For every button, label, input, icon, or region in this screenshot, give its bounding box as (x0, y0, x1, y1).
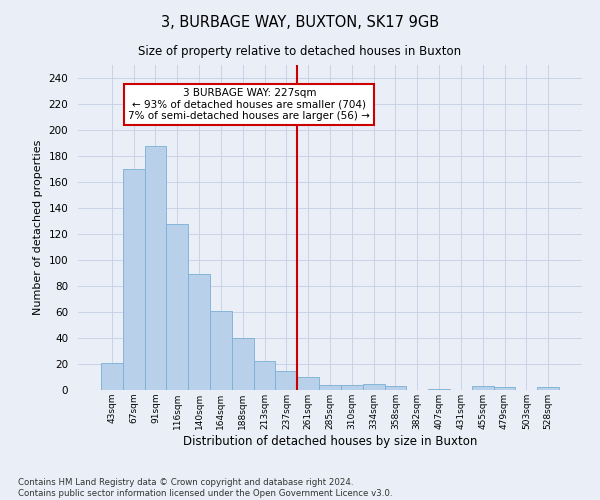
Text: 3 BURBAGE WAY: 227sqm
← 93% of detached houses are smaller (704)
7% of semi-deta: 3 BURBAGE WAY: 227sqm ← 93% of detached … (128, 88, 370, 121)
Bar (297, 377, 319, 390)
Bar (145, 146, 166, 390)
Bar (428, 388, 450, 390)
Bar (341, 385, 363, 390)
Bar (494, 388, 515, 390)
Bar (101, 362, 123, 390)
Bar (385, 386, 406, 390)
Bar (188, 274, 210, 390)
Bar (166, 224, 188, 390)
Bar (537, 388, 559, 390)
Bar (232, 338, 254, 390)
Bar (123, 169, 145, 390)
Bar (363, 384, 385, 390)
Y-axis label: Number of detached properties: Number of detached properties (33, 140, 43, 315)
X-axis label: Distribution of detached houses by size in Buxton: Distribution of detached houses by size … (183, 434, 477, 448)
Bar (254, 362, 275, 390)
Bar (472, 386, 494, 390)
Text: Size of property relative to detached houses in Buxton: Size of property relative to detached ho… (139, 45, 461, 58)
Bar (319, 385, 341, 390)
Text: 3, BURBAGE WAY, BUXTON, SK17 9GB: 3, BURBAGE WAY, BUXTON, SK17 9GB (161, 15, 439, 30)
Text: Contains HM Land Registry data © Crown copyright and database right 2024.
Contai: Contains HM Land Registry data © Crown c… (18, 478, 392, 498)
Bar (210, 310, 232, 390)
Bar (275, 370, 297, 390)
